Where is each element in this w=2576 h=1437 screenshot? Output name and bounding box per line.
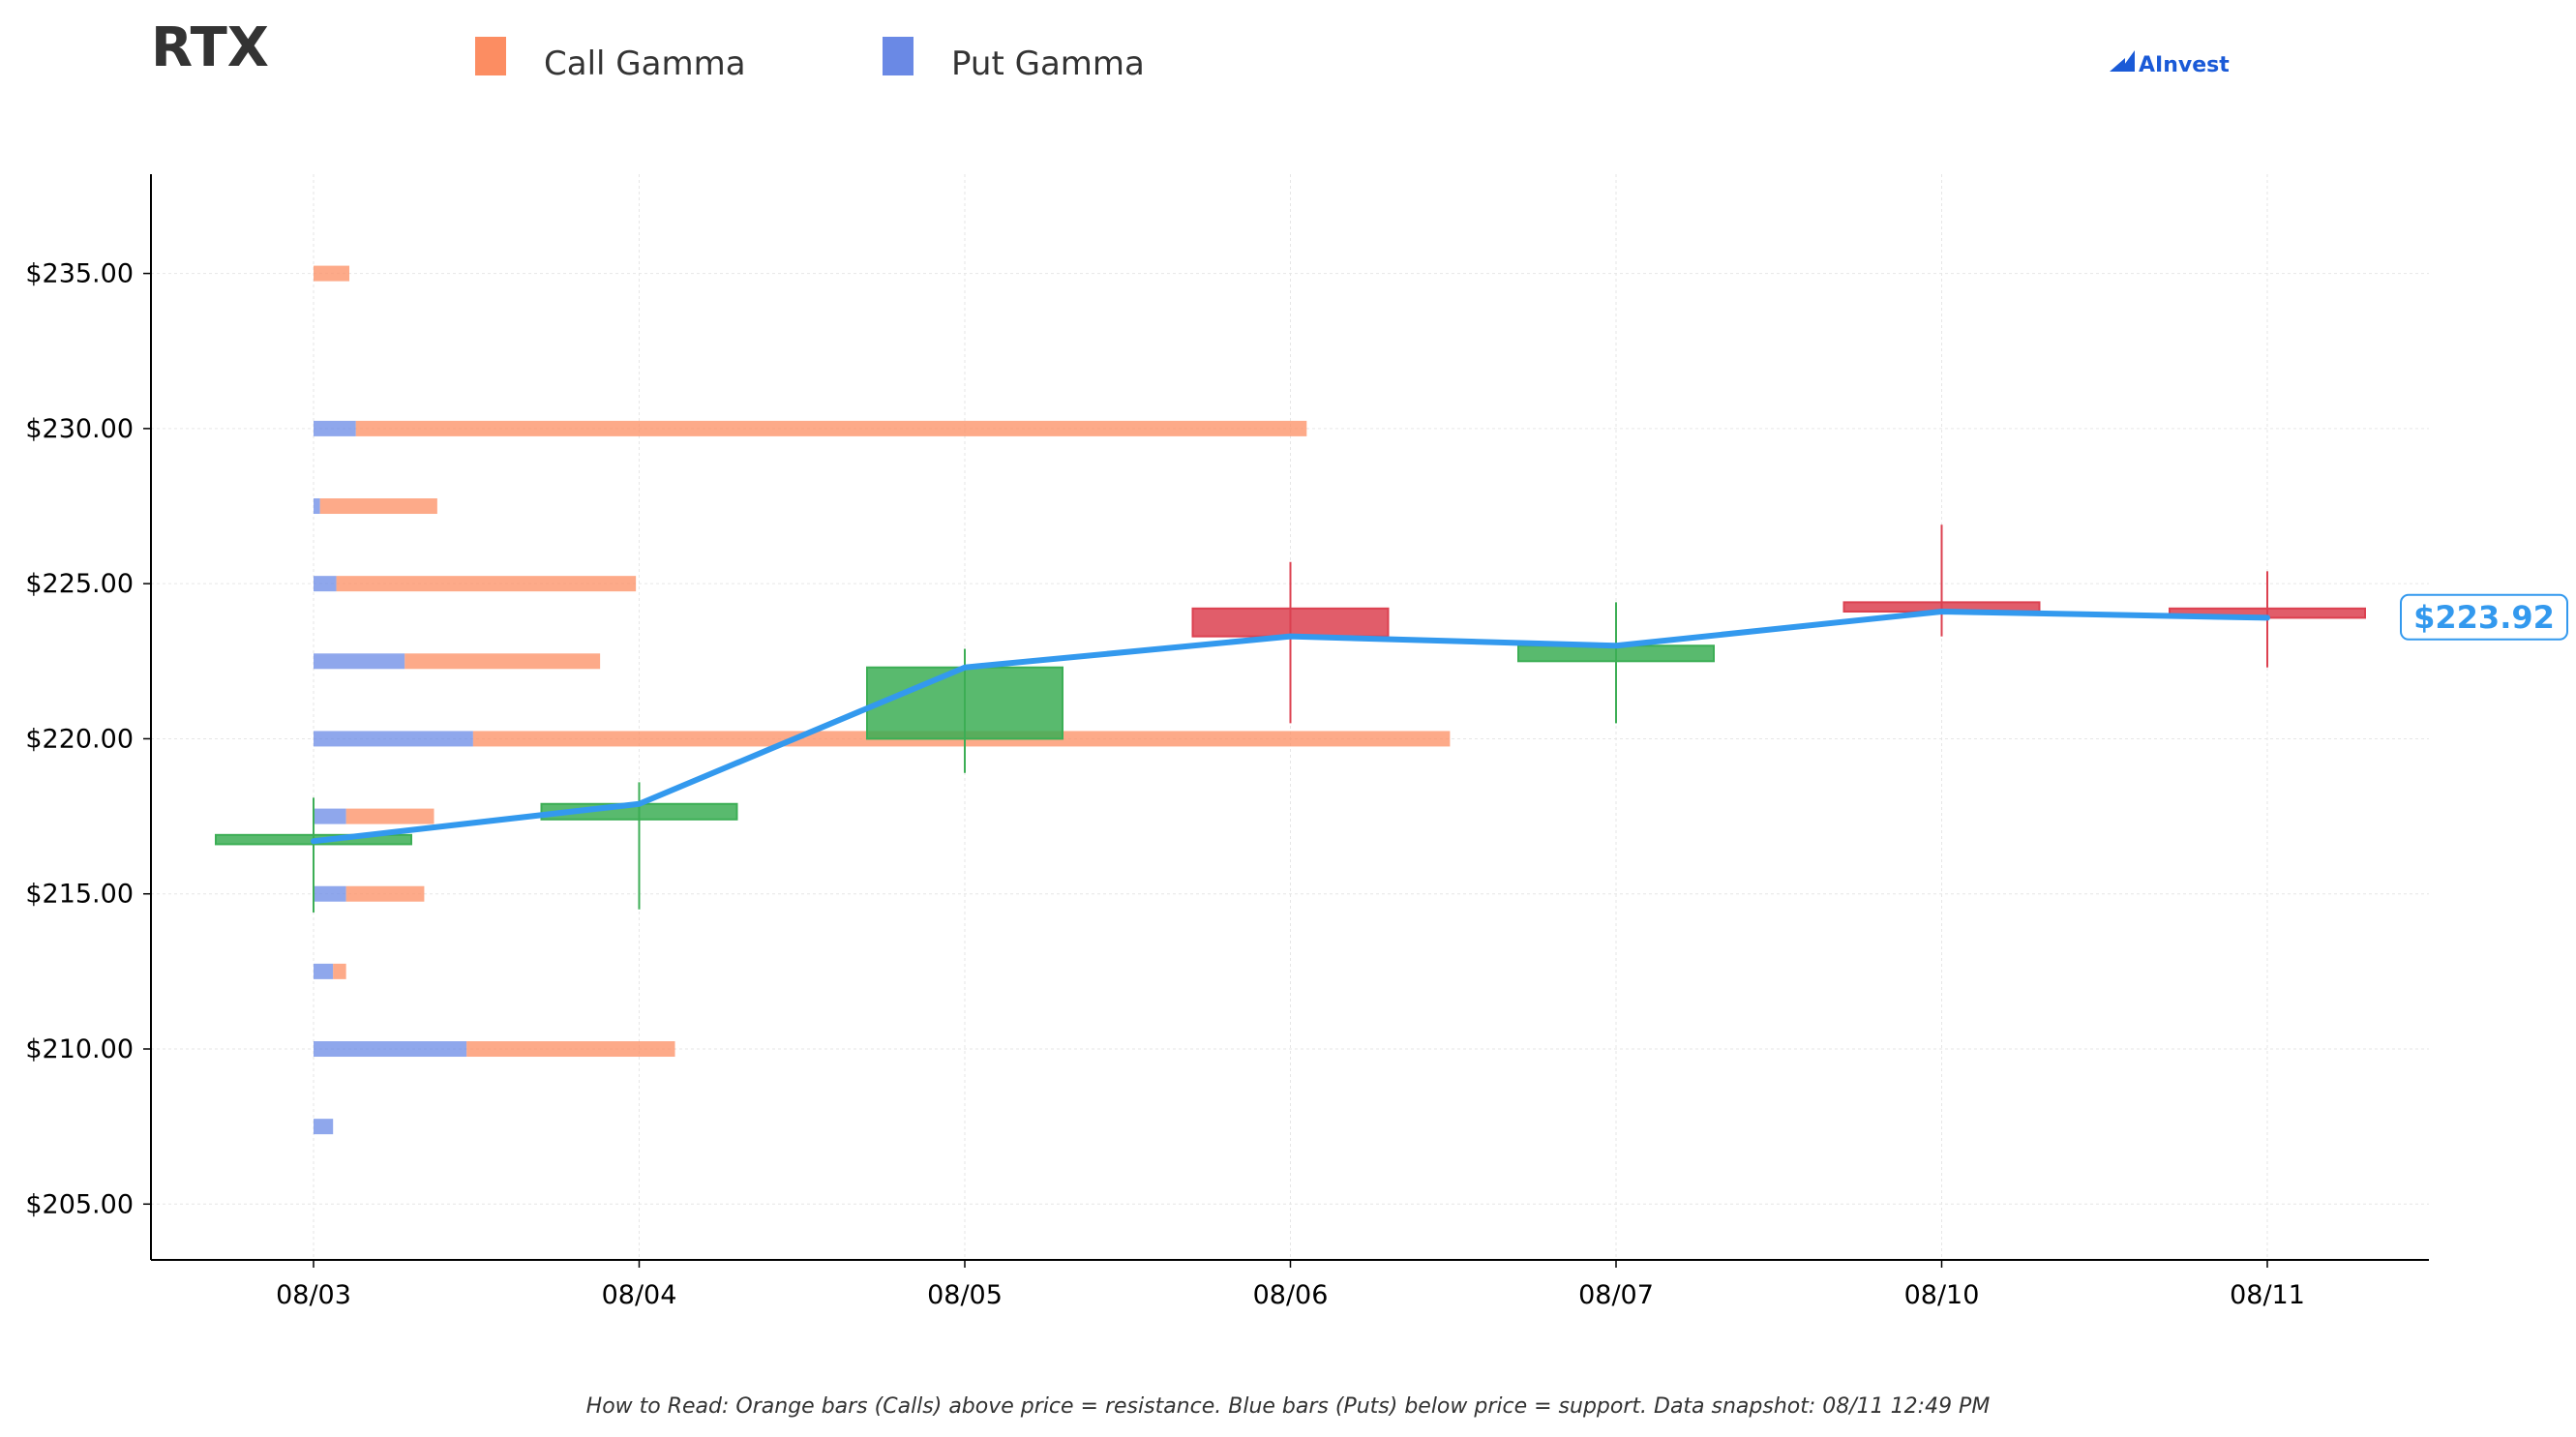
y-tick-label: $230.00 xyxy=(25,414,134,444)
call-gamma-bar xyxy=(466,1041,675,1058)
put-gamma-bar xyxy=(314,576,337,592)
y-tick-label: $215.00 xyxy=(25,880,134,910)
x-tick-label: 08/05 xyxy=(927,1280,1003,1310)
x-tick-label: 08/06 xyxy=(1253,1280,1329,1310)
candle-body xyxy=(866,666,1063,740)
put-gamma-bar xyxy=(314,808,346,824)
put-gamma-bar xyxy=(314,420,356,436)
last-price-badge: $223.92 xyxy=(2400,593,2568,641)
footnote: How to Read: Orange bars (Calls) above p… xyxy=(586,1394,1991,1419)
price-line xyxy=(311,609,2270,845)
legend: Call Gamma Put Gamma xyxy=(475,37,1145,83)
legend-label-call: Call Gamma xyxy=(544,45,746,83)
x-tick-label: 08/04 xyxy=(602,1280,677,1310)
call-gamma-bar xyxy=(345,885,425,902)
legend-swatch-put xyxy=(883,37,914,75)
put-gamma-bar xyxy=(314,885,346,902)
put-gamma-bar xyxy=(314,498,320,515)
put-gamma-bar xyxy=(314,1041,467,1058)
call-gamma-bar xyxy=(319,498,437,515)
y-ticks: $205.00 $210.00 $215.00 $220.00 $225.00 $230.… xyxy=(25,259,151,1219)
last-price-box xyxy=(2400,593,2568,641)
brand-logo: AInvest xyxy=(2110,50,2230,77)
y-tick-label: $235.00 xyxy=(25,259,134,289)
y-tick-label: $220.00 xyxy=(25,724,134,754)
brand-name: AInvest xyxy=(2139,53,2230,77)
call-gamma-bar xyxy=(336,576,637,592)
x-ticks: 08/03 08/04 08/05 08/06 08/07 08/10 08/11 xyxy=(276,1260,2305,1310)
legend-label-put: Put Gamma xyxy=(951,45,1145,83)
call-gamma-bar xyxy=(314,265,350,282)
call-gamma-bar xyxy=(345,808,434,824)
last-price-label: $223.92 xyxy=(2413,599,2555,636)
legend-swatch-call xyxy=(475,37,506,75)
price-line-layer xyxy=(311,609,2270,845)
x-tick-label: 08/07 xyxy=(1578,1280,1654,1310)
x-tick-label: 08/10 xyxy=(1904,1280,1980,1310)
put-gamma-bar xyxy=(314,1119,334,1135)
put-gamma-bar xyxy=(314,653,405,670)
brand-chart-icon xyxy=(2110,50,2135,72)
call-gamma-bar xyxy=(333,963,346,979)
put-gamma-bar xyxy=(314,731,473,747)
candles xyxy=(215,524,2366,913)
y-tick-label: $225.00 xyxy=(25,569,134,599)
x-tick-label: 08/03 xyxy=(276,1280,351,1310)
gamma-bars xyxy=(314,265,1451,1135)
x-tick-label: 08/11 xyxy=(2230,1280,2305,1310)
put-gamma-bar xyxy=(314,963,334,979)
y-tick-label: $205.00 xyxy=(25,1189,134,1219)
y-tick-label: $210.00 xyxy=(25,1034,134,1064)
candle-body xyxy=(1191,607,1390,638)
chart-title: RTX xyxy=(151,16,269,79)
call-gamma-bar xyxy=(404,653,601,670)
call-gamma-bar xyxy=(355,420,1307,436)
